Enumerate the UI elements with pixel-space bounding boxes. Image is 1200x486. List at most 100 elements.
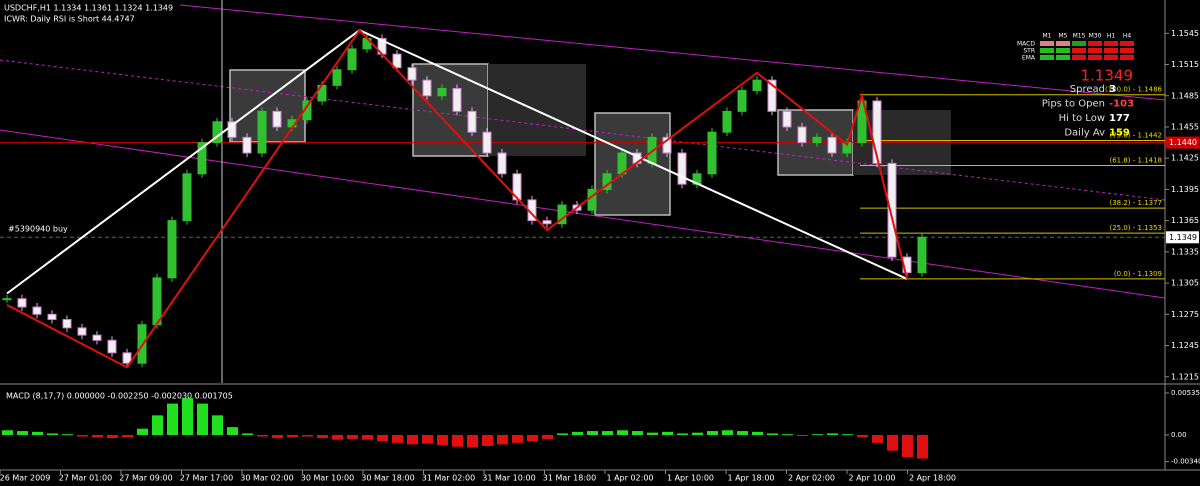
stat-label: Daily Av (1064, 128, 1105, 139)
candle (827, 136, 837, 154)
signal-cell (1056, 48, 1070, 53)
candle (197, 142, 207, 175)
fib-label: (61.8) - 1.1418 (1109, 156, 1162, 164)
candle (407, 67, 417, 81)
candle (497, 152, 507, 175)
candle (257, 110, 267, 154)
signal-cell (1120, 48, 1134, 53)
macd-bar (212, 415, 223, 435)
time-label: 27 Mar 17:00 (180, 474, 233, 483)
macd-bar (662, 431, 673, 435)
symbol-line: USDCHF,H1 1.1334 1.1361 1.1324 1.1349 (4, 4, 173, 13)
price-tick-label: 1.1425 (1171, 154, 1199, 163)
candle (17, 298, 27, 308)
stat-value: 3 (1109, 84, 1116, 95)
price-tick-label: 1.1485 (1171, 91, 1199, 100)
candle (242, 136, 252, 154)
candle (752, 79, 762, 92)
macd-bar (137, 428, 148, 435)
signal-cell (1072, 48, 1086, 53)
macd-bar (347, 434, 358, 439)
signal-cell (1056, 55, 1070, 60)
macd-bar (152, 415, 163, 435)
time-label: 1 Apr 10:00 (667, 474, 714, 483)
candle (782, 110, 792, 128)
macd-bar (602, 431, 613, 435)
time-label: 2 Apr 10:00 (848, 474, 895, 483)
price-tick-label: 1.1515 (1171, 60, 1199, 69)
candle (512, 173, 522, 201)
macd-label: MACD (8,17,7) 0.000000 -0.002250 -0.0020… (6, 392, 233, 401)
signal-row-label: MACD (1017, 41, 1035, 48)
candle (332, 69, 342, 86)
candle (587, 188, 597, 211)
macd-bar (47, 433, 58, 435)
macd-bar (722, 430, 733, 435)
macd-bar (842, 434, 853, 436)
candle (767, 79, 777, 112)
signal-cell (1104, 41, 1118, 46)
macd-bar (167, 403, 178, 435)
fib-label: (25.0) - 1.1353 (1109, 224, 1162, 232)
candle (452, 87, 462, 112)
signal-cell (1056, 41, 1070, 46)
timeframe-label: H1 (1107, 33, 1116, 40)
candle (797, 126, 807, 144)
price-tick-label: 1.1275 (1171, 310, 1199, 319)
price-marker-box (1166, 136, 1199, 149)
candle (77, 327, 87, 336)
macd-bar (827, 433, 838, 435)
signal-cell (1040, 48, 1054, 53)
macd-bar (437, 434, 448, 446)
macd-bar (647, 432, 658, 435)
candle (662, 136, 672, 154)
signal-cell (1120, 41, 1134, 46)
stat-label: Pips to Open (1042, 99, 1105, 110)
macd-bar (32, 431, 43, 435)
price-marker-box (1166, 231, 1199, 244)
candle (482, 131, 492, 154)
macd-bar (677, 433, 688, 435)
candle (62, 319, 72, 329)
macd-bar (107, 434, 118, 439)
macd-bar (197, 403, 208, 435)
macd-bar (302, 434, 313, 437)
signal-cell (1040, 41, 1054, 46)
price-marker-label: 1.1440 (1169, 138, 1197, 147)
fib-label: (38.2) - 1.1377 (1109, 199, 1162, 207)
candle (722, 110, 732, 133)
macd-bar (362, 434, 373, 440)
signal-row-label: EMA (1022, 55, 1036, 62)
macd-bar (62, 434, 73, 436)
macd-bar (572, 431, 583, 435)
candle (167, 220, 177, 279)
macd-bar (797, 434, 808, 436)
macd-bar (527, 434, 538, 442)
time-label: 2 Apr 18:00 (909, 474, 956, 483)
time-label: 31 Mar 10:00 (482, 474, 535, 483)
signal-cell (1040, 55, 1054, 60)
candle (857, 100, 867, 144)
macd-bar (707, 431, 718, 435)
macd-bar (467, 434, 478, 448)
candle (812, 136, 822, 144)
macd-bar (452, 434, 463, 447)
price-tick-label: 1.1395 (1171, 185, 1199, 194)
timeframe-label: H4 (1123, 33, 1132, 40)
indicator-line: ICWR: Daily RSI is Short 44.4747 (4, 15, 135, 24)
macd-bar (317, 434, 328, 439)
signal-cell (1104, 55, 1118, 60)
time-label: 31 Mar 02:00 (422, 474, 475, 483)
price-tick-label: 1.1215 (1171, 372, 1199, 381)
time-label: 27 Mar 09:00 (119, 474, 172, 483)
macd-bar (782, 434, 793, 436)
macd-bar (2, 430, 13, 435)
candle (737, 90, 747, 112)
macd-bar (257, 434, 268, 437)
time-label: 30 Mar 10:00 (301, 474, 354, 483)
candle (2, 298, 12, 301)
signal-cell (1104, 48, 1118, 53)
price-tick-label: 1.1455 (1171, 122, 1199, 131)
time-label: 1 Apr 02:00 (606, 474, 653, 483)
macd-bar (557, 433, 568, 435)
